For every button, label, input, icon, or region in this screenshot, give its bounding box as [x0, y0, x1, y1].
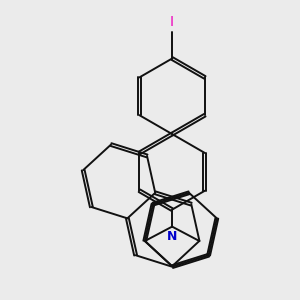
Text: N: N: [167, 230, 177, 243]
Text: I: I: [170, 15, 174, 29]
